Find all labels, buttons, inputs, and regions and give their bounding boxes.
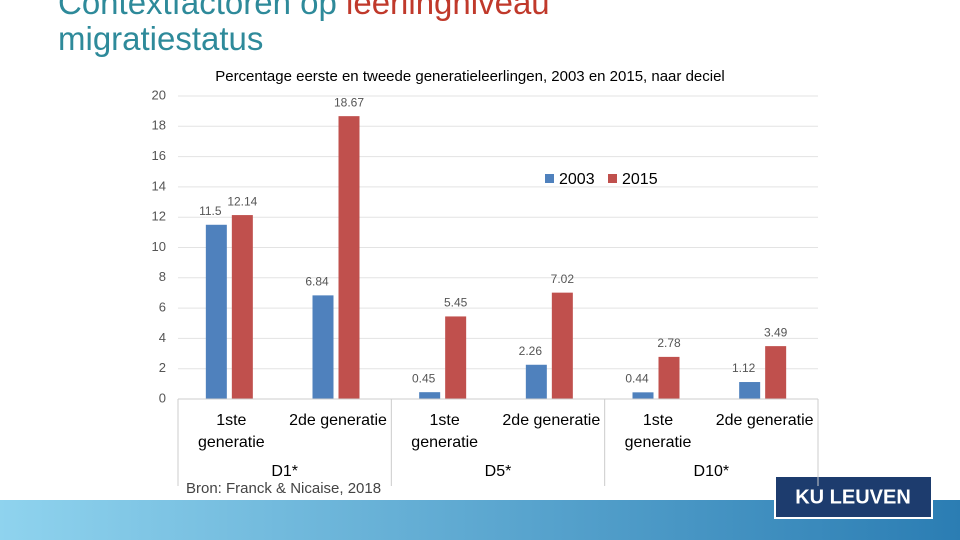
slide-title: Contextfactoren op leerlingniveau: [58, 0, 550, 19]
y-tick-label: 6: [159, 300, 166, 315]
value-label: 2.78: [657, 336, 681, 350]
value-label: 0.44: [625, 372, 649, 386]
bar: [312, 295, 334, 399]
y-tick-label: 18: [152, 118, 166, 133]
chart-title: Percentage eerste en tweede generatielee…: [215, 68, 725, 85]
legend-swatch: [545, 174, 554, 183]
y-tick-label: 16: [152, 148, 166, 163]
bar: [551, 292, 573, 399]
bar: [658, 356, 680, 399]
value-label: 1.12: [732, 361, 756, 375]
source: Bron: Franck & Nicaise, 2018: [186, 480, 381, 497]
legend-swatch: [608, 174, 617, 183]
value-label: 3.49: [764, 325, 788, 339]
slide-title: migratiestatus: [58, 20, 264, 57]
group-label: D1*: [271, 463, 298, 480]
y-tick-label: 0: [159, 390, 166, 405]
y-tick-label: 4: [159, 330, 166, 345]
bar: [419, 392, 441, 399]
value-label: 18.67: [334, 95, 364, 109]
x-tick-label: 2de generatie: [502, 412, 601, 429]
bar: [445, 316, 467, 399]
legend-label: 2003: [559, 171, 595, 188]
logo-box: [774, 475, 933, 519]
value-label: 5.45: [444, 296, 468, 310]
bar: [632, 392, 654, 399]
y-tick-label: 2: [159, 360, 166, 375]
x-tick-label: 2de generatie: [289, 412, 387, 429]
y-tick-label: 20: [152, 87, 166, 102]
value-label: 7.02: [551, 272, 575, 286]
bar: [739, 382, 761, 399]
legend-label: 2015: [622, 171, 658, 188]
group-label: D10*: [694, 463, 730, 480]
x-tick-label: 1ste generatie: [411, 412, 479, 451]
group-label: D5*: [485, 463, 512, 480]
x-tick-label: 1ste generatie: [624, 412, 692, 451]
value-label: 2.26: [519, 344, 543, 358]
y-tick-label: 8: [159, 269, 166, 284]
x-tick-label: 1ste generatie: [197, 412, 265, 451]
bar: [525, 364, 547, 399]
title-part: Contextfactoren op: [58, 0, 347, 21]
bar: [338, 116, 360, 399]
y-tick-label: 14: [152, 178, 166, 193]
logo: KU LEUVEN: [795, 486, 911, 508]
value-label: 12.14: [227, 194, 257, 208]
value-label: 11.5: [199, 204, 222, 218]
y-tick-label: 10: [152, 239, 166, 254]
y-tick-label: 12: [152, 209, 166, 224]
title-part: leerlingniveau: [346, 0, 550, 21]
value-label: 0.45: [412, 371, 436, 385]
x-tick-label: 2de generatie: [715, 412, 814, 429]
bar: [765, 346, 787, 399]
value-label: 6.84: [305, 275, 329, 289]
bar: [231, 215, 253, 399]
bar: [205, 224, 227, 399]
